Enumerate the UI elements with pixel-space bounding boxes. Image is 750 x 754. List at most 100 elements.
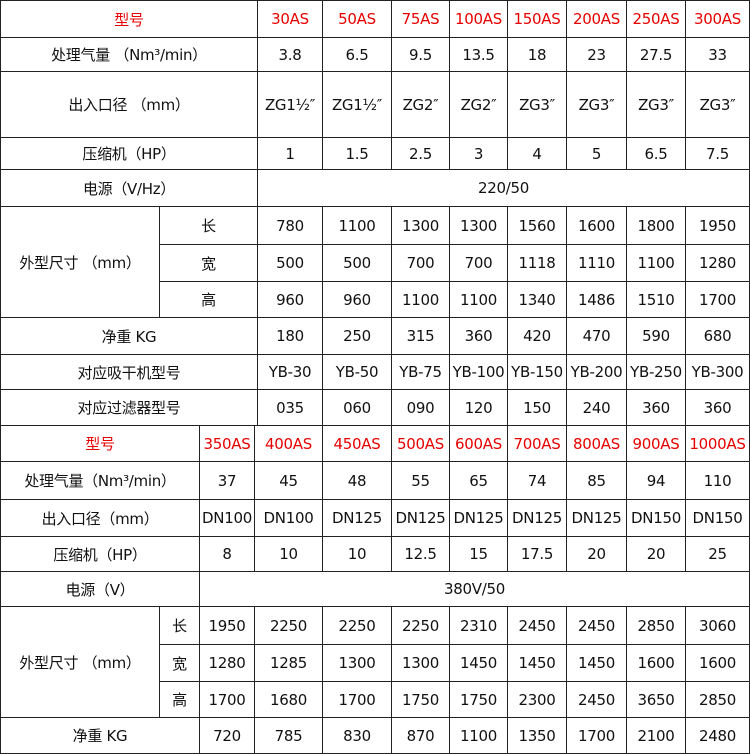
model-value: 150AS: [508, 0, 567, 38]
weight-value: 870: [392, 718, 450, 754]
dimension-value: 3650: [627, 682, 686, 718]
dimension-value: 1450: [450, 645, 508, 682]
model-value: 1000AS: [686, 426, 750, 462]
port-size-label: 出入口径 （mm）: [0, 72, 258, 138]
model-value: 450AS: [323, 426, 392, 462]
dimension-value: 1300: [323, 645, 392, 682]
model-value: 400AS: [255, 426, 323, 462]
weight-value: 590: [627, 318, 686, 355]
airflow-value: 18: [508, 38, 567, 72]
dimension-value: 500: [258, 245, 323, 282]
model-value: 900AS: [627, 426, 686, 462]
port-size-value: DN100: [255, 500, 323, 537]
weight-value: 1350: [508, 718, 567, 754]
dimension-value: 1950: [200, 607, 255, 645]
dimension-value: 1100: [392, 282, 450, 318]
port-size-value: ZG3″: [508, 72, 567, 138]
airflow-value: 45: [255, 462, 323, 500]
dimension-value: 700: [450, 245, 508, 282]
port-size-value: ZG3″: [686, 72, 750, 138]
dimension-value: 3060: [686, 607, 750, 645]
dimension-value: 1300: [392, 207, 450, 245]
airflow-value: 27.5: [627, 38, 686, 72]
filter-model-value: 060: [323, 390, 392, 426]
dimension-value: 1100: [627, 245, 686, 282]
weight-value: 420: [508, 318, 567, 355]
filter-model-value: 240: [567, 390, 627, 426]
dimension-value: 1110: [567, 245, 627, 282]
filter-model-value: 150: [508, 390, 567, 426]
weight-label: 净重 KG: [0, 718, 200, 754]
port-size-value: ZG2″: [450, 72, 508, 138]
dryer-model-value: YB-300: [686, 355, 750, 390]
dimension-value: 1700: [200, 682, 255, 718]
dimensions-label: 外型尺寸 （mm）: [0, 607, 160, 718]
dimension-value: 2250: [392, 607, 450, 645]
port-size-value: ZG1½″: [323, 72, 392, 138]
dimension-value: 780: [258, 207, 323, 245]
compressor-value: 15: [450, 537, 508, 572]
dimension-value: 2300: [508, 682, 567, 718]
airflow-value: 48: [323, 462, 392, 500]
dimensions-label: 外型尺寸 （mm）: [0, 207, 160, 318]
dimension-value: 1600: [686, 645, 750, 682]
dimension-value: 1680: [255, 682, 323, 718]
dimension-value: 1486: [567, 282, 627, 318]
dimension-label: 高: [160, 682, 200, 718]
port-size-value: DN100: [200, 500, 255, 537]
dimension-value: 1100: [450, 282, 508, 318]
dryer-model-value: YB-150: [508, 355, 567, 390]
dimension-label: 长: [160, 207, 258, 245]
port-size-value: DN125: [392, 500, 450, 537]
dryer-model-value: YB-30: [258, 355, 323, 390]
dimension-value: 2250: [255, 607, 323, 645]
compressor-value: 10: [255, 537, 323, 572]
weight-value: 470: [567, 318, 627, 355]
model-value: 100AS: [450, 0, 508, 38]
dimension-value: 2310: [450, 607, 508, 645]
dimension-value: 2850: [627, 607, 686, 645]
dimension-value: 1285: [255, 645, 323, 682]
dimension-label: 宽: [160, 645, 200, 682]
port-size-label: 出入口径（mm）: [0, 500, 200, 537]
dryer-model-value: YB-200: [567, 355, 627, 390]
filter-model-label: 对应过滤器型号: [0, 390, 258, 426]
compressor-value: 10: [323, 537, 392, 572]
port-size-value: ZG2″: [392, 72, 450, 138]
airflow-value: 94: [627, 462, 686, 500]
compressor-value: 20: [627, 537, 686, 572]
airflow-value: 37: [200, 462, 255, 500]
airflow-value: 13.5: [450, 38, 508, 72]
port-size-value: DN125: [323, 500, 392, 537]
compressor-value: 20: [567, 537, 627, 572]
dimension-value: 1750: [392, 682, 450, 718]
model-value: 800AS: [567, 426, 627, 462]
dimension-value: 1600: [627, 645, 686, 682]
dimension-value: 1750: [450, 682, 508, 718]
compressor-value: 1: [258, 138, 323, 170]
weight-value: 680: [686, 318, 750, 355]
weight-value: 2480: [686, 718, 750, 754]
dimension-value: 1450: [508, 645, 567, 682]
compressor-value: 3: [450, 138, 508, 170]
airflow-value: 65: [450, 462, 508, 500]
dimension-value: 1118: [508, 245, 567, 282]
port-size-value: DN125: [450, 500, 508, 537]
weight-value: 315: [392, 318, 450, 355]
compressor-value: 7.5: [686, 138, 750, 170]
model-value: 350AS: [200, 426, 255, 462]
weight-label: 净重 KG: [0, 318, 258, 355]
dimension-value: 2450: [508, 607, 567, 645]
model-value: 600AS: [450, 426, 508, 462]
dimension-label: 宽: [160, 245, 258, 282]
model-value: 50AS: [323, 0, 392, 38]
dimension-label: 长: [160, 607, 200, 645]
dryer-model-value: YB-50: [323, 355, 392, 390]
weight-value: 2100: [627, 718, 686, 754]
dimension-value: 700: [392, 245, 450, 282]
dimension-value: 2450: [567, 682, 627, 718]
compressor-label: 压缩机（HP）: [0, 138, 258, 170]
weight-value: 830: [323, 718, 392, 754]
compressor-value: 17.5: [508, 537, 567, 572]
compressor-value: 6.5: [627, 138, 686, 170]
